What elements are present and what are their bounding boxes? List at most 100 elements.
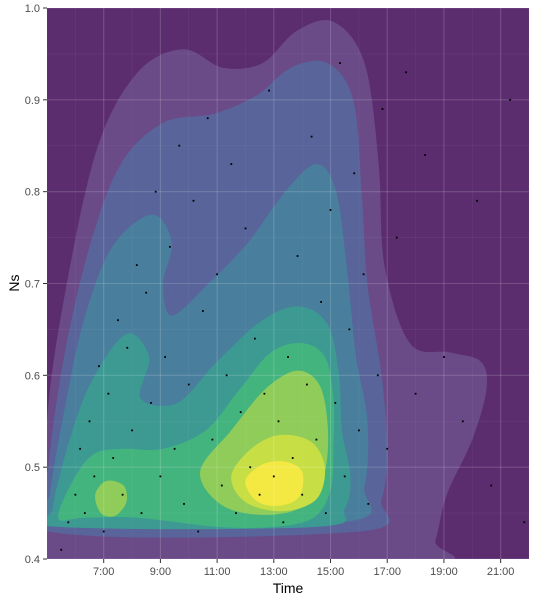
data-point — [183, 503, 185, 505]
data-point — [343, 475, 346, 478]
data-point — [159, 475, 162, 478]
y-axis-title: Ns — [6, 274, 22, 291]
data-point — [67, 521, 70, 524]
data-point — [263, 392, 266, 395]
data-point — [220, 484, 223, 487]
y-tick-label: 0.7 — [25, 279, 40, 291]
data-point — [424, 154, 426, 156]
x-tick-label: 19:00 — [430, 566, 458, 578]
data-point — [381, 108, 384, 110]
data-point — [258, 493, 261, 496]
data-point — [386, 447, 389, 450]
data-point — [173, 447, 176, 450]
data-point — [324, 512, 327, 514]
data-point — [140, 512, 143, 514]
data-point — [225, 374, 228, 377]
data-point — [414, 392, 417, 395]
data-point — [216, 273, 218, 276]
data-point — [98, 365, 100, 368]
data-point — [367, 503, 370, 505]
data-point — [131, 429, 133, 432]
y-axis: 0.4 0.5 0.6 0.7 0.8 0.9 1.0 — [25, 3, 47, 566]
data-point — [202, 310, 204, 312]
data-point — [405, 71, 407, 74]
data-point — [395, 236, 398, 239]
data-point — [178, 144, 181, 147]
data-point — [268, 89, 270, 92]
x-tick-label: 13:00 — [260, 566, 288, 578]
data-point — [329, 209, 332, 211]
data-point — [211, 438, 214, 441]
data-point — [187, 383, 190, 386]
y-tick-label: 1.0 — [25, 3, 40, 15]
y-tick-label: 0.5 — [25, 462, 40, 474]
data-point — [254, 337, 256, 340]
data-point — [461, 420, 464, 423]
data-point — [490, 484, 493, 487]
data-point — [339, 62, 341, 64]
y-tick-label: 0.9 — [25, 95, 40, 107]
scatter-points — [60, 62, 526, 551]
data-point — [60, 548, 63, 551]
data-point — [244, 227, 247, 230]
data-point — [126, 346, 129, 349]
data-point — [74, 493, 77, 496]
data-point — [145, 291, 148, 294]
data-point — [150, 402, 152, 404]
data-point — [291, 457, 294, 459]
data-point — [306, 383, 308, 386]
data-point — [320, 301, 322, 303]
data-point — [523, 521, 526, 524]
data-point — [169, 245, 171, 248]
data-point — [93, 475, 96, 478]
data-point — [112, 457, 115, 459]
data-point — [315, 438, 318, 441]
data-point — [88, 420, 91, 423]
data-point — [102, 530, 105, 533]
x-tick-label: 17:00 — [373, 566, 401, 578]
data-point — [509, 98, 511, 101]
data-point — [197, 530, 200, 533]
data-point — [277, 420, 280, 423]
y-tick-label: 0.8 — [25, 187, 40, 199]
data-point — [272, 475, 275, 478]
y-tick-label: 0.4 — [25, 554, 40, 566]
data-point — [107, 392, 110, 395]
data-point — [476, 199, 478, 202]
data-point — [362, 273, 365, 276]
data-point — [164, 356, 166, 358]
density-contours — [47, 19, 488, 559]
x-axis: 7:00 9:00 11:00 13:00 15:00 17:00 19:00 21:00 — [93, 559, 514, 578]
y-tick-label: 0.6 — [25, 370, 40, 382]
data-point — [154, 190, 157, 193]
x-tick-label: 15:00 — [317, 566, 345, 578]
data-point — [301, 493, 304, 496]
x-tick-label: 21:00 — [487, 566, 515, 578]
data-point — [334, 402, 337, 404]
data-point — [287, 356, 289, 358]
data-point — [376, 374, 379, 377]
data-point — [282, 521, 285, 524]
data-point — [348, 328, 351, 331]
data-point — [353, 172, 356, 175]
data-point — [83, 512, 86, 514]
x-tick-label: 11:00 — [204, 566, 231, 578]
data-point — [239, 411, 242, 413]
data-point — [310, 135, 313, 138]
data-point — [443, 356, 445, 358]
data-point — [358, 429, 360, 432]
density-band-7 — [95, 480, 128, 517]
data-point — [121, 493, 124, 496]
data-point — [79, 447, 81, 450]
data-point — [117, 319, 119, 322]
x-axis-title: Time — [273, 580, 304, 596]
x-tick-label: 7:00 — [93, 566, 114, 578]
data-point — [230, 163, 233, 165]
data-point — [206, 117, 209, 120]
data-point — [135, 264, 138, 266]
data-point — [249, 466, 252, 469]
data-point — [235, 512, 237, 514]
data-point — [192, 199, 195, 202]
data-point — [296, 255, 299, 257]
